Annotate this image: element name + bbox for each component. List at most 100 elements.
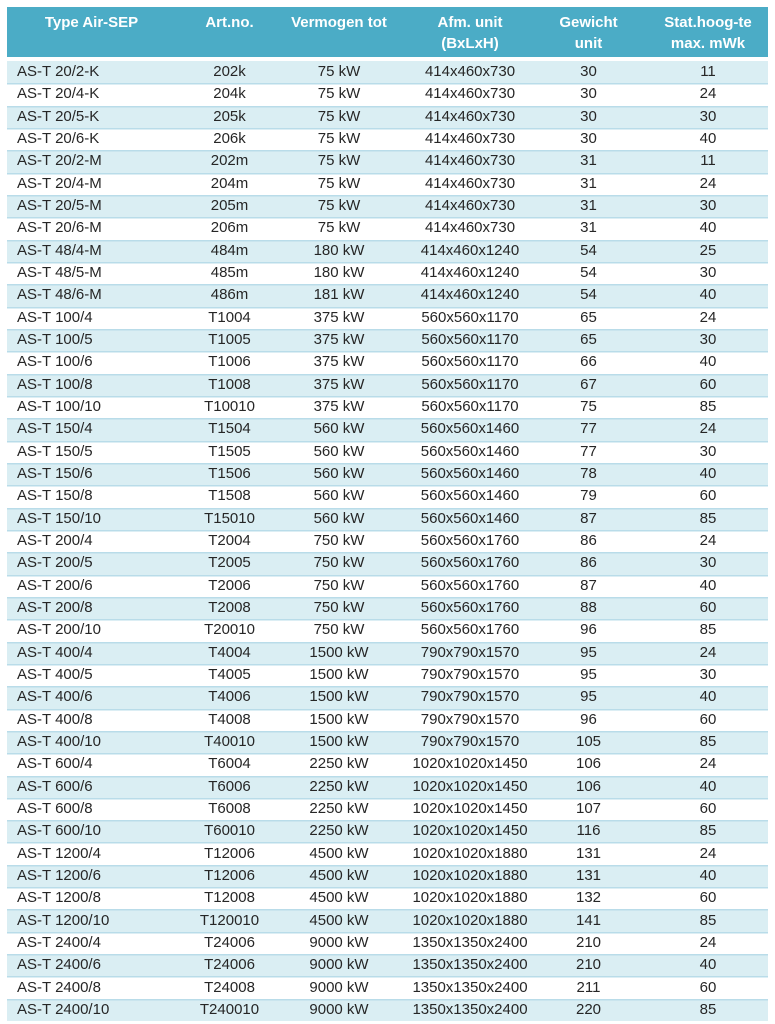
table-row: AS-T 1200/6 T12006 4500 kW 1020x1020x1880 13… — [7, 864, 768, 888]
cell-vermogen: 4500 kW — [283, 887, 395, 910]
cell-artno: 205m — [176, 194, 283, 218]
cell-gewicht: 79 — [545, 485, 632, 508]
cell-afm: 1350x1350x2400 — [395, 931, 545, 955]
cell-vermogen: 75 kW — [283, 83, 395, 106]
cell-artno: 484m — [176, 239, 283, 262]
cell-type: AS-T 600/4 — [7, 753, 176, 776]
cell-afm: 560x560x1760 — [395, 619, 545, 642]
cell-gewicht: 131 — [545, 864, 632, 888]
cell-vermogen: 75 kW — [283, 127, 395, 151]
cell-gewicht: 31 — [545, 150, 632, 173]
cell-vermogen: 560 kW — [283, 462, 395, 486]
cell-artno: T2008 — [176, 596, 283, 620]
cell-artno: T1505 — [176, 440, 283, 463]
cell-vermogen: 560 kW — [283, 485, 395, 508]
cell-artno: 485m — [176, 261, 283, 285]
cell-artno: 204m — [176, 172, 283, 195]
cell-vermogen: 9000 kW — [283, 931, 395, 955]
cell-gewicht: 86 — [545, 552, 632, 575]
cell-gewicht: 30 — [545, 105, 632, 128]
cell-vermogen: 9000 kW — [283, 954, 395, 977]
cell-gewicht: 54 — [545, 284, 632, 307]
cell-gewicht: 106 — [545, 775, 632, 798]
table-row: AS-T 20/6-K 206k 75 kW 414x460x730 30 40 — [7, 127, 768, 151]
cell-artno: T24008 — [176, 976, 283, 999]
table-row: AS-T 48/4-M 484m 180 kW 414x460x1240 54 25 — [7, 239, 768, 262]
table-row: AS-T 20/4-K 204k 75 kW 414x460x730 30 24 — [7, 83, 768, 106]
cell-artno: T12008 — [176, 887, 283, 910]
table-row: AS-T 20/6-M 206m 75 kW 414x460x730 31 40 — [7, 217, 768, 240]
cell-vermogen: 75 kW — [283, 172, 395, 195]
cell-gewicht: 87 — [545, 574, 632, 597]
cell-vermogen: 181 kW — [283, 284, 395, 307]
cell-vermogen: 560 kW — [283, 507, 395, 530]
cell-artno: T2004 — [176, 529, 283, 553]
cell-type: AS-T 200/5 — [7, 552, 176, 575]
cell-stat: 11 — [632, 150, 768, 173]
cell-stat: 24 — [632, 306, 768, 329]
cell-afm: 790x790x1570 — [395, 641, 545, 664]
cell-afm: 560x560x1460 — [395, 507, 545, 530]
cell-stat: 30 — [632, 663, 768, 687]
cell-artno: 202m — [176, 150, 283, 173]
cell-gewicht: 77 — [545, 440, 632, 463]
cell-stat: 60 — [632, 887, 768, 910]
cell-stat: 40 — [632, 351, 768, 374]
cell-stat: 40 — [632, 864, 768, 888]
cell-gewicht: 77 — [545, 418, 632, 441]
cell-gewicht: 210 — [545, 931, 632, 955]
cell-type: AS-T 100/6 — [7, 351, 176, 374]
table-row: AS-T 150/5 T1505 560 kW 560x560x1460 77 30 — [7, 440, 768, 463]
cell-artno: T1508 — [176, 485, 283, 508]
cell-vermogen: 1500 kW — [283, 663, 395, 687]
cell-afm: 560x560x1760 — [395, 529, 545, 553]
cell-artno: T240010 — [176, 998, 283, 1022]
cell-type: AS-T 1200/8 — [7, 887, 176, 910]
cell-artno: T12006 — [176, 864, 283, 888]
cell-gewicht: 96 — [545, 708, 632, 731]
cell-type: AS-T 2400/6 — [7, 954, 176, 977]
cell-artno: T6008 — [176, 797, 283, 821]
cell-type: AS-T 20/5-M — [7, 194, 176, 218]
cell-artno: T2006 — [176, 574, 283, 597]
cell-stat: 30 — [632, 552, 768, 575]
table-row: AS-T 2400/6 T24006 9000 kW 1350x1350x2400 21… — [7, 954, 768, 977]
cell-type: AS-T 400/10 — [7, 730, 176, 754]
cell-vermogen: 2250 kW — [283, 753, 395, 776]
cell-vermogen: 2250 kW — [283, 797, 395, 821]
cell-gewicht: 132 — [545, 887, 632, 910]
cell-gewicht: 65 — [545, 306, 632, 329]
cell-vermogen: 75 kW — [283, 217, 395, 240]
cell-stat: 85 — [632, 619, 768, 642]
cell-stat: 24 — [632, 418, 768, 441]
cell-artno: 206k — [176, 127, 283, 151]
cell-stat: 30 — [632, 194, 768, 218]
cell-artno: T6006 — [176, 775, 283, 798]
cell-vermogen: 1500 kW — [283, 708, 395, 731]
cell-afm: 790x790x1570 — [395, 708, 545, 731]
cell-type: AS-T 150/4 — [7, 418, 176, 441]
cell-gewicht: 106 — [545, 753, 632, 776]
cell-stat: 40 — [632, 954, 768, 977]
cell-type: AS-T 600/10 — [7, 820, 176, 843]
cell-artno: T1506 — [176, 462, 283, 486]
cell-type: AS-T 2400/8 — [7, 976, 176, 999]
cell-vermogen: 1500 kW — [283, 686, 395, 709]
cell-stat: 24 — [632, 641, 768, 664]
cell-type: AS-T 1200/10 — [7, 909, 176, 932]
table-row: AS-T 200/10 T20010 750 kW 560x560x1760 96 85 — [7, 619, 768, 642]
cell-type: AS-T 2400/4 — [7, 931, 176, 955]
cell-afm: 1020x1020x1450 — [395, 797, 545, 821]
column-header-afm-unit: Afm. unit (BxLxH) — [395, 7, 545, 61]
cell-gewicht: 210 — [545, 954, 632, 977]
cell-artno: T120010 — [176, 909, 283, 932]
table-row: AS-T 400/8 T4008 1500 kW 790x790x1570 96 60 — [7, 708, 768, 731]
table-row: AS-T 150/6 T1506 560 kW 560x560x1460 78 40 — [7, 462, 768, 486]
cell-type: AS-T 100/5 — [7, 328, 176, 352]
column-header-vermogen-tot: Vermogen tot — [283, 7, 395, 61]
cell-artno: T1004 — [176, 306, 283, 329]
table-row: AS-T 100/6 T1006 375 kW 560x560x1170 66 40 — [7, 351, 768, 374]
cell-vermogen: 560 kW — [283, 418, 395, 441]
cell-afm: 1020x1020x1450 — [395, 820, 545, 843]
cell-afm: 1020x1020x1880 — [395, 864, 545, 888]
